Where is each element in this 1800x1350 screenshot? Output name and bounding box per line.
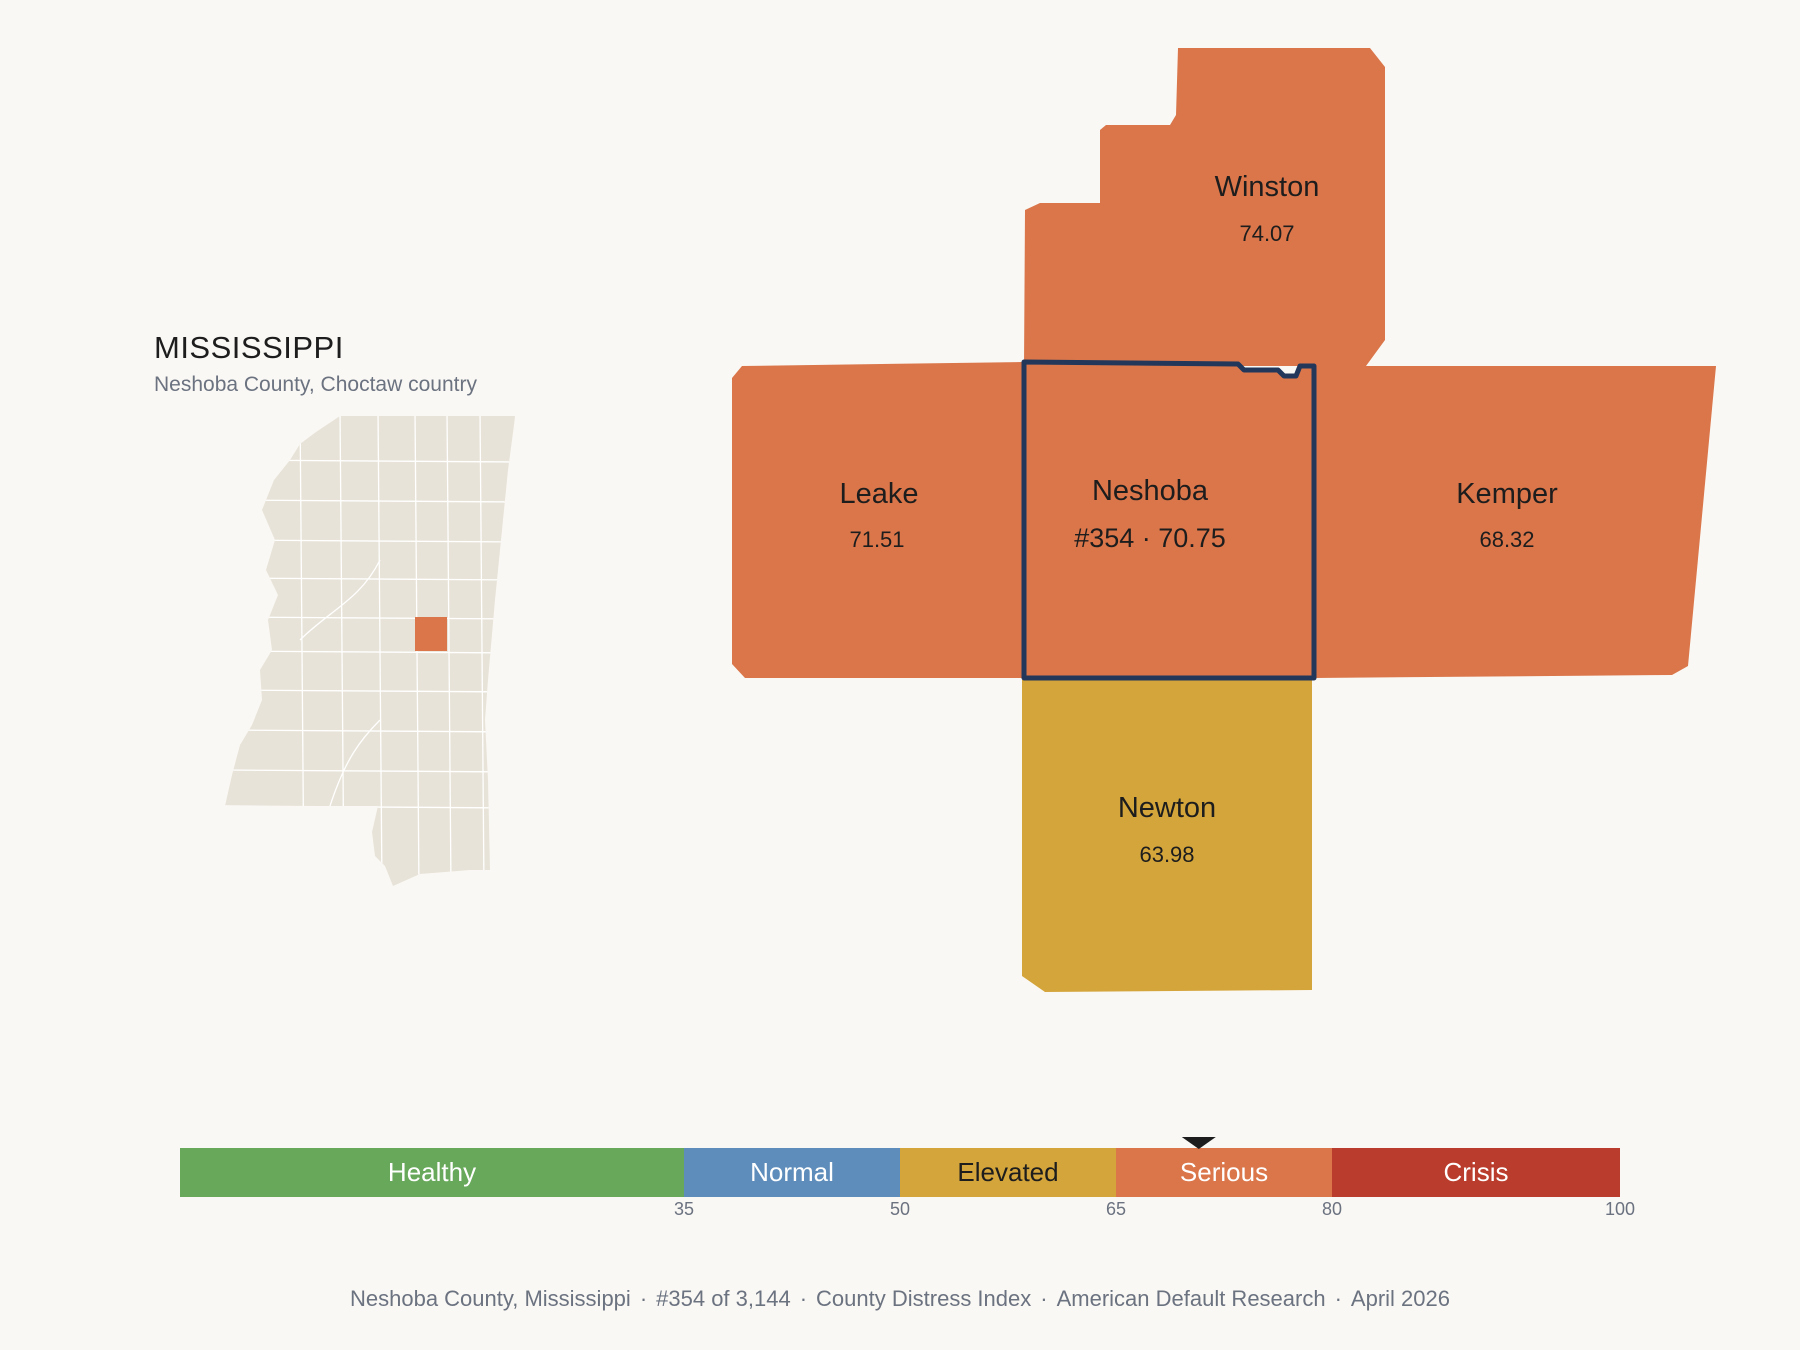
footer-separator: · [1040, 1286, 1048, 1311]
neshoba-inset-highlight [415, 617, 447, 651]
scale-segment-elevated [900, 1148, 1116, 1197]
scale-label-serious: Serious [1180, 1157, 1268, 1187]
footer-county: Neshoba County, Mississippi [349, 1286, 631, 1311]
county-line [479, 416, 485, 886]
footer-index: County Distress Index [816, 1286, 1032, 1311]
footer: Neshoba County, Mississippi · #354 of 3,14… [0, 1286, 1800, 1312]
scale-label-healthy: Healthy [388, 1157, 476, 1187]
scale-label-normal: Normal [750, 1157, 834, 1187]
leake-shape[interactable] [732, 362, 1022, 678]
county-newton[interactable]: Newton 63.98 [1022, 680, 1312, 992]
county-line [446, 416, 452, 886]
scale-tick: 65 [1106, 1199, 1126, 1219]
county-line [225, 616, 515, 620]
county-winston[interactable]: Winston 74.07 [1024, 48, 1385, 366]
winston-value: 74.07 [1239, 221, 1294, 246]
scale-segment-healthy [180, 1148, 684, 1197]
county-neshoba[interactable]: Neshoba #354 · 70.75 [1021, 359, 1317, 681]
neshoba-shape[interactable] [1021, 359, 1317, 681]
scale-tick: 50 [890, 1199, 910, 1219]
scale-segment-crisis [1332, 1148, 1620, 1197]
county-kemper[interactable]: Kemper 68.32 [1314, 366, 1716, 678]
scale-segment-serious [1116, 1148, 1332, 1197]
kemper-value: 68.32 [1479, 527, 1534, 552]
kemper-shape[interactable] [1314, 366, 1716, 678]
newton-shape[interactable] [1022, 680, 1312, 992]
scale-label-crisis: Crisis [1444, 1157, 1509, 1187]
footer-rank: #354 of 3,144 [656, 1286, 791, 1311]
footer-date: April 2026 [1350, 1286, 1450, 1311]
neshoba-value: #354 · 70.75 [1074, 523, 1226, 553]
county-leake[interactable]: Leake 71.51 [732, 362, 1022, 678]
state-inset-map [225, 416, 515, 886]
county-line [225, 689, 515, 693]
neshoba-name: Neshoba [1092, 475, 1209, 507]
state-subtitle: Neshoba County, Choctaw country [154, 373, 477, 396]
newton-value: 63.98 [1139, 842, 1194, 867]
state-outline [225, 416, 515, 886]
county-line [225, 577, 515, 581]
footer-source: American Default Research [1056, 1286, 1326, 1311]
leake-name: Leake [839, 478, 918, 510]
scale-tick: 100 [1605, 1199, 1635, 1219]
kemper-name: Kemper [1456, 478, 1558, 510]
state-title: MISSISSIPPI [154, 330, 344, 365]
scale-label-elevated: Elevated [957, 1157, 1058, 1187]
county-line [225, 499, 515, 503]
county-line [377, 416, 383, 886]
scale-segment-normal [684, 1148, 900, 1197]
winston-name: Winston [1215, 171, 1320, 203]
footer-separator: · [799, 1286, 808, 1311]
scale-tick: 35 [674, 1199, 694, 1219]
footer-separator: · [1334, 1286, 1342, 1311]
scale-tick: 80 [1322, 1199, 1342, 1219]
newton-name: Newton [1118, 792, 1216, 824]
county-line [225, 769, 515, 773]
scale-marker-icon [1181, 1137, 1216, 1149]
winston-shape[interactable] [1024, 48, 1385, 366]
footer-separator: · [639, 1286, 648, 1311]
distress-scale: Healthy Normal Elevated Serious Crisis 35 50 65… [180, 1137, 1635, 1219]
leake-value: 71.51 [849, 527, 904, 552]
county-line [299, 559, 381, 641]
county-line [329, 719, 381, 807]
